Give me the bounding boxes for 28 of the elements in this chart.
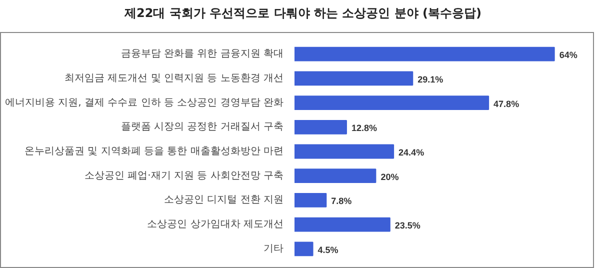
data-label: 23.5% — [394, 220, 420, 231]
data-label: 12.8% — [351, 123, 377, 134]
y-tick-label: 최저임금 제도개선 및 인력지원 등 노동환경 개선 — [64, 72, 284, 84]
y-tick-label: 소상공인 폐업·재기 지원 등 사회안전망 구축 — [84, 170, 284, 182]
data-label: 4.5% — [318, 244, 338, 255]
bar — [294, 144, 394, 159]
y-tick-label: 소상공인 상가임대차 제도개선 — [147, 219, 284, 230]
bar — [294, 71, 414, 86]
y-tick-label: 기타 — [264, 243, 284, 254]
bar — [294, 46, 555, 62]
bar — [294, 217, 390, 232]
data-label: 20% — [380, 172, 399, 182]
data-label: 64% — [559, 50, 578, 60]
bar — [294, 242, 314, 256]
y-tick-label: 플랫폼 시장의 공정한 거래질서 구축 — [120, 122, 284, 133]
data-label: 29.1% — [418, 74, 444, 84]
bar — [294, 96, 490, 110]
bar — [294, 168, 376, 184]
data-label: 24.4% — [398, 148, 424, 158]
bar — [294, 120, 347, 134]
y-tick-label: 소상공인 디지털 전환 지원 — [164, 194, 284, 206]
y-tick-label: 에너지비용 지원, 결제 수수료 인하 등 소상공인 경영부담 완화 — [4, 97, 284, 108]
data-label: 7.8% — [331, 196, 352, 206]
y-tick-label: 금융부담 완화를 위한 금융지원 확대 — [120, 48, 284, 60]
data-label: 47.8% — [494, 98, 520, 109]
y-tick-label: 온누리상품권 및 지역화폐 등을 통한 매출활성화방안 마련 — [24, 146, 284, 157]
bar — [294, 193, 327, 208]
chart-title: 제22대 국회가 우선적으로 다뤄야 하는 소상공인 분야 (복수응답) — [124, 5, 482, 22]
